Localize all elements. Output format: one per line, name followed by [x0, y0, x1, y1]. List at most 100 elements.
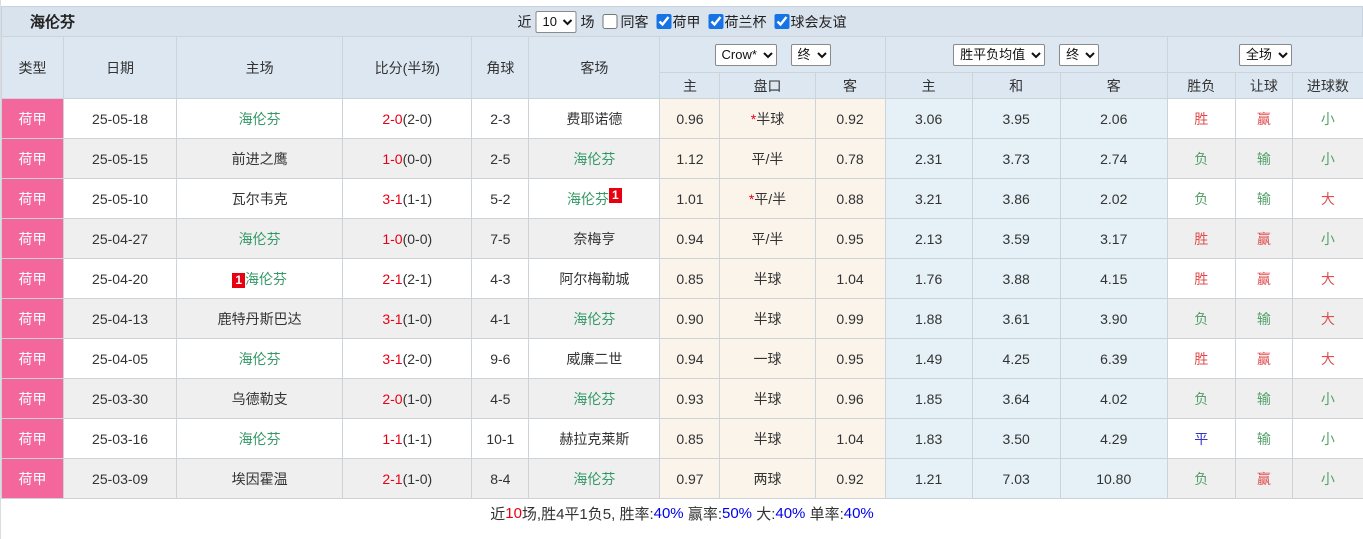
home-team-cell: 鹿特丹斯巴达 [176, 298, 344, 339]
avg-odds-select[interactable]: 胜平负均值 [953, 43, 1046, 66]
avg-draw-odds: 3.59 [971, 218, 1061, 259]
away-team-cell: 海伦芬 1 [528, 178, 661, 219]
avg-final-select[interactable]: 终 [1059, 43, 1100, 66]
crow-away-odds: 0.96 [814, 378, 886, 419]
wdl-result-cell: 平 [1166, 418, 1236, 459]
away-team-link[interactable]: 阿尔梅勒城 [559, 270, 630, 287]
league-cell: 荷甲 [0, 458, 65, 499]
avg-draw-odds: 3.50 [971, 418, 1061, 459]
bookmaker-select[interactable]: Crow* [714, 43, 777, 66]
cup-checkbox[interactable] [708, 14, 724, 29]
avg-draw-odds: 3.73 [971, 138, 1061, 179]
handicap-result-cell: 输 [1234, 298, 1293, 339]
away-team-cell: 威廉二世 [528, 338, 661, 379]
away-team-link[interactable]: 海伦芬 [573, 310, 616, 327]
table-row: 荷甲 25-03-30 乌德勒支 2-0(1-0) 4-5 海伦芬 0.93 半球 0.96 1.… [0, 378, 1363, 419]
goals-result-cell: 小 [1291, 218, 1363, 259]
home-team-link[interactable]: 乌德勒支 [231, 390, 288, 407]
handicap-star: * [750, 110, 757, 127]
score-cell: 3-1(1-1) [342, 178, 473, 219]
score-cell: 1-1(1-1) [342, 418, 473, 459]
avg-home-odds: 2.31 [884, 138, 973, 179]
avg-away-odds: 2.74 [1059, 138, 1168, 179]
home-team-link[interactable]: 埃因霍温 [231, 470, 288, 487]
home-team-cell: 埃因霍温 [176, 458, 344, 499]
home-team-link[interactable]: 海伦芬 [238, 230, 281, 247]
recent-games-select[interactable]: 10 [535, 10, 577, 33]
halftime-score: (2-0) [402, 350, 433, 367]
away-team-link[interactable]: 费耶诺德 [566, 110, 623, 127]
away-team-link[interactable]: 奈梅亨 [573, 230, 616, 247]
date-cell: 25-04-20 [63, 258, 178, 299]
home-team-cell: 瓦尔韦克 [176, 178, 344, 219]
away-team-link[interactable]: 赫拉克莱斯 [559, 430, 630, 447]
handicap-result-cell: 赢 [1234, 98, 1293, 139]
corner-cell: 9-6 [471, 338, 530, 379]
crow-home-odds: 0.94 [659, 218, 721, 259]
table-row: 荷甲 25-04-20 1 海伦芬 2-1(2-1) 4-3 阿尔梅勒城 0.85 半球 1.04… [0, 258, 1363, 299]
friendly-label: 球会友谊 [790, 13, 847, 30]
away-team-cell: 海伦芬 [528, 298, 661, 339]
corner-cell: 2-5 [471, 138, 530, 179]
company-select-cell: Crow* 终 [659, 36, 886, 73]
corner-cell: 5-2 [471, 178, 530, 219]
crow-home-odds: 0.94 [659, 338, 721, 379]
away-team-link[interactable]: 海伦芬 [573, 470, 616, 487]
league-checkbox[interactable] [656, 14, 672, 29]
avg-home-odds: 3.06 [884, 98, 973, 139]
fulltime-score: 2-1 [382, 470, 403, 487]
home-team-link[interactable]: 海伦芬 [245, 270, 287, 287]
away-team-cell: 费耶诺德 [528, 98, 661, 139]
crow-away-odds: 0.95 [814, 338, 886, 379]
away-team-link[interactable]: 威廉二世 [566, 350, 623, 367]
home-team-link[interactable]: 鹿特丹斯巴达 [217, 310, 302, 327]
fulltime-score: 3-1 [382, 310, 403, 327]
wdl-result-cell: 胜 [1166, 218, 1236, 259]
match-history-table: 类型 日期 主场 比分(半场) 角球 客场 Crow* 终 胜平负均值 终 [0, 36, 1363, 499]
header-home: 主场 [176, 36, 344, 99]
table-row: 荷甲 25-03-16 海伦芬 1-1(1-1) 10-1 赫拉克莱斯 0.85 半球 1.04… [0, 418, 1363, 459]
date-cell: 25-05-18 [63, 98, 178, 139]
home-team-link[interactable]: 瓦尔韦克 [231, 190, 288, 207]
home-team-link[interactable]: 海伦芬 [238, 430, 281, 447]
away-team-link[interactable]: 海伦芬 [573, 150, 616, 167]
avg-draw-odds: 4.25 [971, 338, 1061, 379]
date-cell: 25-03-09 [63, 458, 178, 499]
cup-label: 荷兰杯 [724, 13, 767, 30]
home-team-link[interactable]: 前进之鹰 [231, 150, 288, 167]
same-venue-label: 同客 [620, 13, 649, 30]
away-team-link[interactable]: 海伦芬 [567, 191, 610, 207]
friendly-checkbox[interactable] [774, 14, 790, 29]
header-corner: 角球 [471, 36, 530, 99]
handicap-result-cell: 输 [1234, 378, 1293, 419]
date-cell: 25-03-16 [63, 418, 178, 459]
scope-select[interactable]: 全场 [1238, 43, 1292, 66]
subheader-goals: 进球数 [1291, 72, 1363, 99]
home-team-link[interactable]: 海伦芬 [238, 110, 281, 127]
away-team-cell: 阿尔梅勒城 [528, 258, 661, 299]
avg-home-odds: 3.21 [884, 178, 973, 219]
score-cell: 3-1(1-0) [342, 298, 473, 339]
same-venue-checkbox[interactable] [602, 14, 618, 29]
summary-segment: 场,胜4平1负5, 胜率: [521, 506, 654, 523]
goals-result-cell: 小 [1291, 98, 1363, 139]
summary-segment: 单率: [805, 506, 844, 523]
home-team-cell: 海伦芬 [176, 98, 344, 139]
corner-cell: 4-5 [471, 378, 530, 419]
league-cell: 荷甲 [0, 338, 65, 379]
avg-home-odds: 1.21 [884, 458, 973, 499]
score-cell: 2-1(1-0) [342, 458, 473, 499]
goals-result-cell: 小 [1291, 378, 1363, 419]
avg-away-odds: 2.06 [1059, 98, 1168, 139]
home-team-cell: 海伦芬 [176, 418, 344, 459]
handicap-cell: 平/半 [719, 218, 816, 259]
home-team-link[interactable]: 海伦芬 [238, 350, 281, 367]
halftime-score: (1-1) [402, 430, 433, 447]
away-team-link[interactable]: 海伦芬 [573, 390, 616, 407]
home-team-cell: 海伦芬 [176, 218, 344, 259]
rank-badge: 1 [232, 272, 245, 288]
bookmaker-final-select[interactable]: 终 [790, 43, 831, 66]
handicap-result-cell: 赢 [1234, 258, 1293, 299]
goals-result-cell: 小 [1291, 458, 1363, 499]
summary-segment: 10 [505, 505, 522, 522]
